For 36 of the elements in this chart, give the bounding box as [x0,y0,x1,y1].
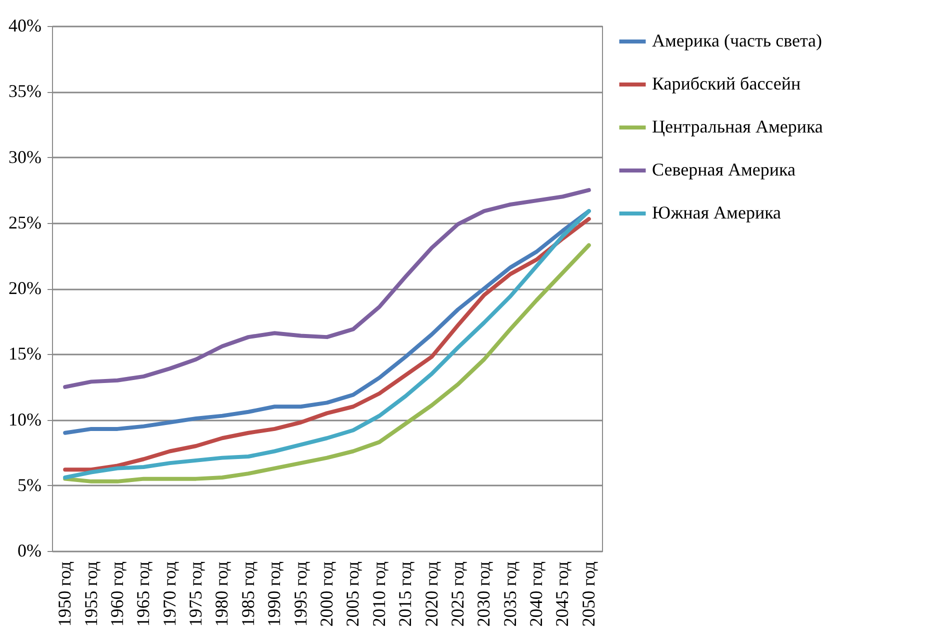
x-tick-label: 2015 год [395,562,416,627]
x-tick-label: 2050 год [578,562,598,627]
x-tick-label: 2030 год [474,562,494,627]
legend-label: Центральная Америка [652,116,823,136]
x-tick-label: 1970 год [159,562,180,627]
y-tick-label: 0% [18,540,42,560]
y-tick-label: 10% [8,409,42,430]
x-tick-label: 1955 год [80,562,101,627]
x-tick-label: 1960 год [106,562,127,627]
legend-label: Южная Америка [652,202,782,222]
y-tick-label: 40% [8,16,42,36]
x-tick-label: 2000 год [316,562,336,627]
legend-label: Северная Америка [652,160,796,180]
y-tick-label: 35% [8,81,42,102]
x-tick-label: 1985 год [238,562,258,627]
y-tick-label: 15% [8,344,42,364]
y-tick-label: 5% [18,474,42,495]
x-tick-label: 1995 год [290,562,310,627]
x-tick-label: 2025 год [447,562,468,627]
x-tick-label: 1950 год [54,562,75,627]
line-series [63,188,591,389]
x-tick-label: 1965 год [133,562,154,627]
legend-label: Америка (часть света) [652,30,822,50]
x-tick-label: 2005 год [342,562,363,627]
y-tick-label: 20% [8,278,42,298]
x-tick-label: 2010 год [368,562,389,627]
y-tick-label: 25% [8,212,42,232]
x-tick-label: 2020 год [421,562,442,627]
x-tick-label: 1990 год [264,562,284,627]
legend-label: Карибский бассейн [652,74,802,94]
x-tick-label: 1975 год [186,562,206,627]
x-tick-label: 2035 год [500,562,520,627]
y-tick-label: 30% [8,146,42,167]
x-tick-label: 2040 год [526,562,546,627]
x-tick-label: 2045 год [552,562,572,627]
x-tick-label: 1980 год [212,562,232,627]
